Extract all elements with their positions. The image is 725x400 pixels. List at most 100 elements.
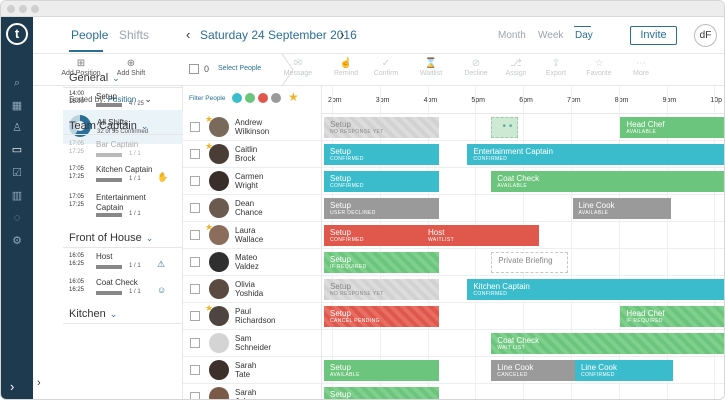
- window-close-dot[interactable]: [7, 5, 15, 13]
- expand-nav-icon[interactable]: ›: [10, 379, 15, 394]
- shift-block[interactable]: Head Chef Available: [620, 117, 724, 138]
- person-name[interactable]: Dean Chance: [235, 199, 263, 217]
- more-button[interactable]: ⋯ More: [619, 58, 663, 77]
- shift-block[interactable]: Setup Available: [324, 360, 439, 381]
- filter-color-dot[interactable]: [232, 93, 242, 103]
- message-button[interactable]: ✉ Message: [276, 58, 320, 77]
- shift-name[interactable]: Bar Captain: [96, 140, 139, 149]
- user-icon[interactable]: ♙: [12, 122, 22, 134]
- gear-icon[interactable]: ⚙: [12, 235, 22, 247]
- person-name[interactable]: Caitlin Brock: [235, 145, 258, 163]
- person-checkbox[interactable]: [190, 338, 200, 348]
- add-position-button[interactable]: ⊞ Add Position: [59, 58, 103, 77]
- group-title-kitchen[interactable]: Kitchen ⌄: [69, 308, 117, 320]
- person-checkbox[interactable]: [190, 149, 200, 159]
- person-checkbox[interactable]: [190, 392, 200, 399]
- person-name[interactable]: Mateo Valdez: [235, 253, 259, 271]
- person-avatar[interactable]: [209, 144, 229, 164]
- person-avatar[interactable]: [209, 279, 229, 299]
- shift-block[interactable]: Setup No response yet: [324, 117, 439, 138]
- shift-block[interactable]: Setup: [324, 387, 439, 399]
- person-avatar[interactable]: [209, 306, 229, 326]
- person-row[interactable]: ★ Caitlin Brock: [183, 141, 321, 168]
- person-avatar[interactable]: [209, 171, 229, 191]
- collapse-sidebar-icon[interactable]: ›: [37, 377, 41, 389]
- search-icon[interactable]: ⌕: [13, 77, 21, 89]
- shift-name[interactable]: Coat Check: [96, 278, 138, 287]
- previous-day-icon[interactable]: ‹: [186, 27, 191, 42]
- person-row[interactable]: Dean Chance: [183, 195, 321, 222]
- person-row[interactable]: Sam Schneider: [183, 330, 321, 357]
- decline-button[interactable]: ⊘ Decline: [454, 58, 498, 77]
- person-name[interactable]: Andrew Wilkinson: [235, 118, 270, 136]
- person-row[interactable]: Sarah Johnson: [183, 384, 321, 399]
- filter-favorites-star-icon[interactable]: ★: [288, 90, 299, 104]
- filter-color-dot[interactable]: [271, 93, 281, 103]
- group-title-general[interactable]: General ⌄: [69, 72, 120, 84]
- warning-icon[interactable]: ⚠: [157, 259, 166, 269]
- group-title-front-of-house[interactable]: Front of House ⌄: [69, 232, 153, 244]
- person-avatar[interactable]: [209, 252, 229, 272]
- inbox-icon[interactable]: ▭: [11, 144, 23, 156]
- window-minimize-dot[interactable]: [19, 5, 27, 13]
- favorite-star-icon[interactable]: ★: [205, 222, 214, 232]
- person-avatar[interactable]: [209, 198, 229, 218]
- favorite-star-icon[interactable]: ★: [205, 303, 214, 313]
- shift-block[interactable]: Coat Check Wait list: [491, 333, 724, 354]
- chat-icon[interactable]: ◌: [13, 212, 21, 224]
- person-avatar[interactable]: [209, 117, 229, 137]
- favorite-star-icon[interactable]: ★: [205, 141, 214, 151]
- invite-button[interactable]: Invite: [630, 26, 677, 45]
- filter-color-dot[interactable]: [258, 93, 268, 103]
- person-avatar[interactable]: [209, 360, 229, 380]
- bar-chart-icon[interactable]: ▥: [11, 190, 23, 202]
- shift-name[interactable]: Kitchen Captain: [96, 165, 153, 174]
- range-week-button[interactable]: Week: [538, 30, 564, 41]
- all-shifts-item[interactable]: All Shifts 32 of 55 Confirmed: [63, 110, 183, 144]
- shift-block[interactable]: Setup Confirmed: [324, 144, 439, 165]
- person-name[interactable]: Laura Wallace: [235, 226, 264, 244]
- check-icon[interactable]: ☑: [12, 167, 22, 179]
- shift-block[interactable]: Setup Confirmed: [324, 225, 439, 246]
- person-name[interactable]: Carmen Wright: [235, 172, 264, 190]
- shift-name[interactable]: Entertainment Captain: [96, 193, 146, 212]
- person-row[interactable]: ★ Andrew Wilkinson: [183, 114, 321, 141]
- shift-block[interactable]: Line Cook Canceled: [491, 360, 587, 381]
- favorite-star-icon[interactable]: ★: [205, 114, 214, 124]
- shift-block[interactable]: Setup Cancel pending: [324, 306, 439, 327]
- person-checkbox[interactable]: [190, 230, 200, 240]
- person-checkbox[interactable]: [190, 122, 200, 132]
- sort-by-control[interactable]: Sorted by: Position ⌄: [69, 94, 152, 105]
- person-avatar[interactable]: [209, 387, 229, 399]
- shift-block[interactable]: • •: [491, 117, 518, 138]
- shift-block[interactable]: Head Chef If required: [620, 306, 724, 327]
- person-row[interactable]: ★ Laura Wallace: [183, 222, 321, 249]
- person-name[interactable]: Sam Schneider: [235, 334, 272, 352]
- person-checkbox[interactable]: [190, 176, 200, 186]
- export-button[interactable]: ⇪ Export: [534, 58, 578, 77]
- shift-name[interactable]: Host: [96, 252, 113, 261]
- favorite-button[interactable]: ☆ Favorite: [577, 58, 621, 77]
- tab-shifts[interactable]: Shifts: [119, 28, 150, 42]
- window-zoom-dot[interactable]: [31, 5, 39, 13]
- shift-block[interactable]: Setup User declined: [324, 198, 439, 219]
- person-checkbox[interactable]: [190, 311, 200, 321]
- smiley-icon[interactable]: ☺: [157, 285, 167, 295]
- remind-button[interactable]: ☝ Remind: [324, 58, 368, 77]
- assign-button[interactable]: ⎇ Assign: [494, 58, 538, 77]
- shift-block[interactable]: Private Briefing: [491, 252, 568, 273]
- person-checkbox[interactable]: [190, 365, 200, 375]
- waitlist-button[interactable]: ⌛ Waitlist: [409, 58, 453, 77]
- person-name[interactable]: Paul Richardson: [235, 307, 276, 325]
- shift-block[interactable]: Host Waitlist: [421, 225, 540, 246]
- shift-name[interactable]: Setup: [96, 92, 117, 101]
- shift-block[interactable]: Entertainment Captain Confirmed: [467, 144, 724, 165]
- person-row[interactable]: Olivia Yoshida: [183, 276, 321, 303]
- person-name[interactable]: Olivia Yoshida: [235, 280, 264, 298]
- shift-block[interactable]: Line Cook Available: [572, 198, 671, 219]
- person-checkbox[interactable]: [190, 203, 200, 213]
- filter-people-label[interactable]: Filter People: [189, 95, 226, 102]
- range-month-button[interactable]: Month: [498, 30, 526, 41]
- person-row[interactable]: Mateo Valdez: [183, 249, 321, 276]
- hand-icon[interactable]: ✋: [157, 172, 169, 182]
